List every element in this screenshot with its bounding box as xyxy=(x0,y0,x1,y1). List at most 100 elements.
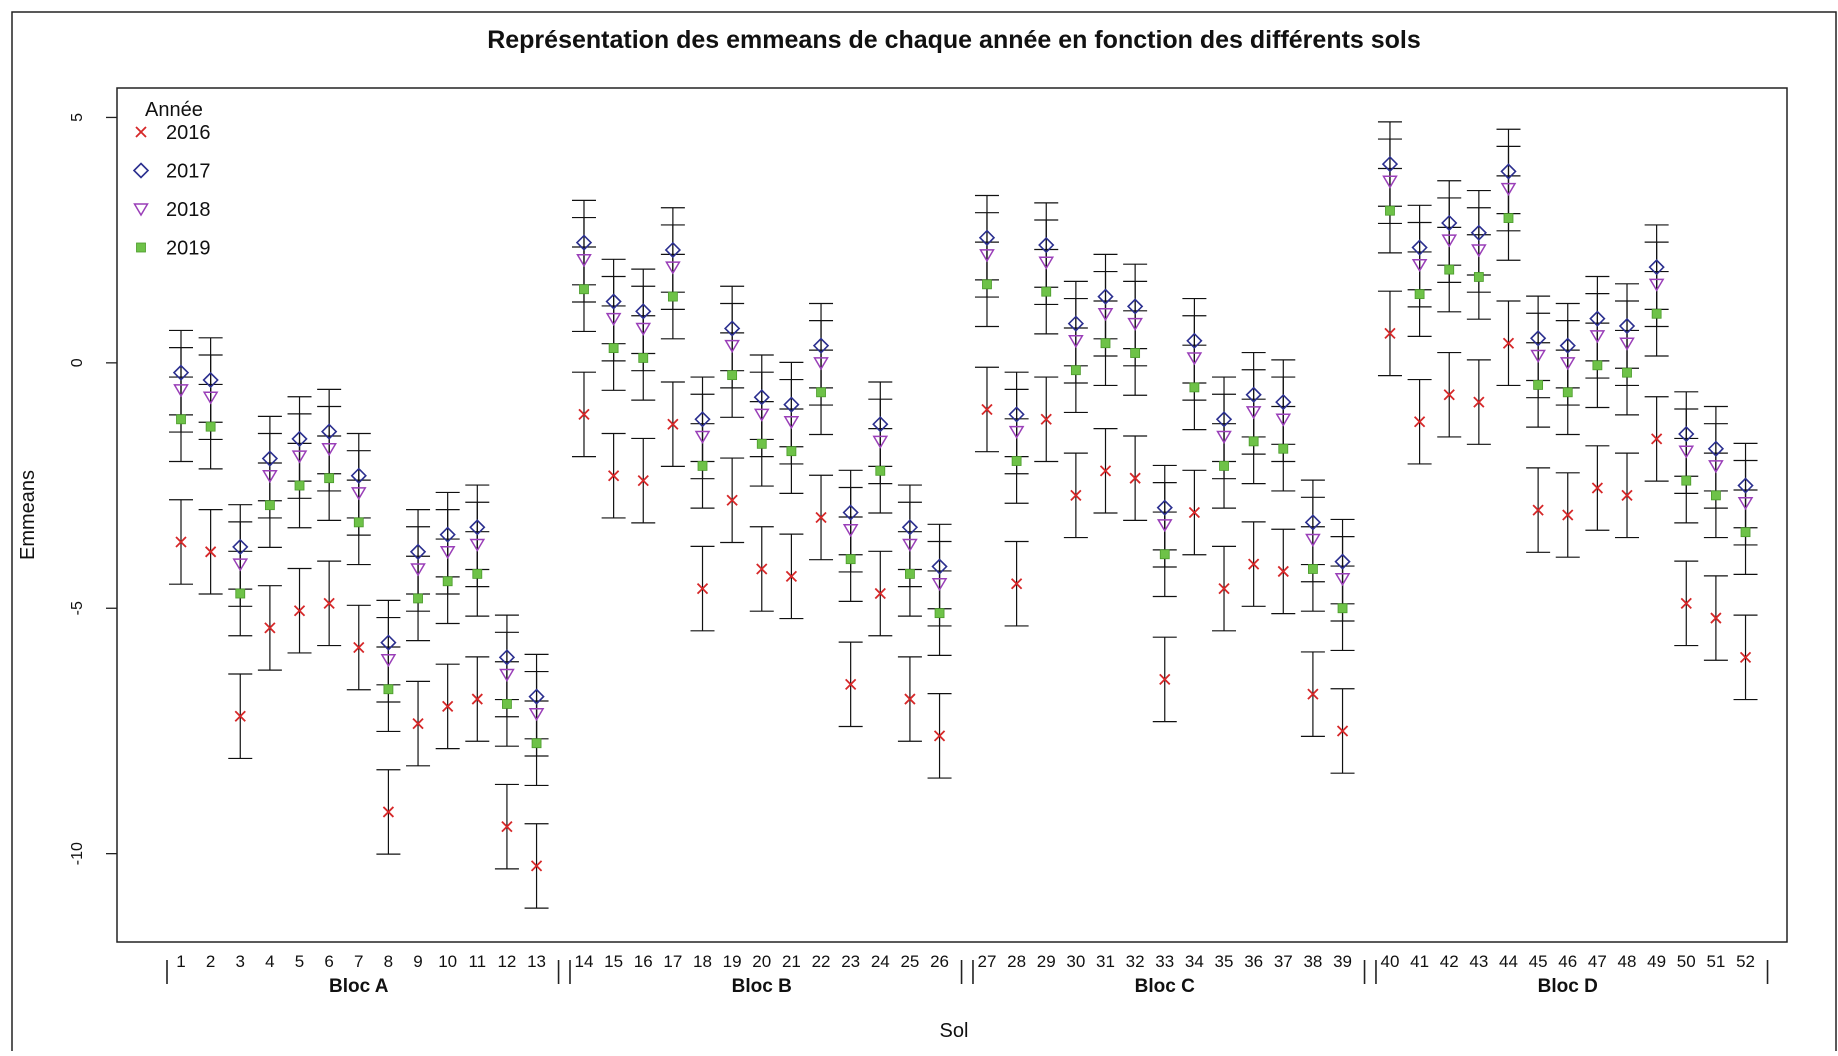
point-2019 xyxy=(176,414,186,425)
point-2017 xyxy=(1411,239,1428,256)
x-tick-label: 16 xyxy=(634,952,653,971)
point-2018 xyxy=(931,577,948,592)
x-tick-label: 20 xyxy=(752,952,771,971)
point-2016 xyxy=(382,806,395,818)
point-2016 xyxy=(1562,509,1574,521)
point-2016 xyxy=(1651,433,1663,445)
point-2016 xyxy=(501,821,513,833)
point-2018 xyxy=(724,339,740,354)
point-2018 xyxy=(1589,330,1606,344)
x-tick-label: 42 xyxy=(1440,952,1459,971)
point-2016 xyxy=(1384,327,1396,340)
x-tick-label: 6 xyxy=(324,952,333,971)
legend-label-2016: 2016 xyxy=(166,122,211,144)
point-2018 xyxy=(1186,352,1203,366)
point-2017 xyxy=(1737,477,1754,494)
point-2018 xyxy=(1678,445,1695,459)
x-tick-label: 30 xyxy=(1066,952,1085,971)
x-tick-label: 15 xyxy=(604,952,623,971)
plot-area-border xyxy=(116,87,1788,943)
point-2017 xyxy=(172,364,190,381)
point-2018 xyxy=(902,538,918,552)
point-2016 xyxy=(1129,472,1141,484)
x-tick-label: 52 xyxy=(1736,952,1755,971)
legend: Année 2016 2017 2018 2019 xyxy=(132,99,211,260)
point-2016 xyxy=(933,730,946,742)
point-2018 xyxy=(232,558,249,572)
point-2016 xyxy=(530,860,543,872)
point-2019 xyxy=(638,353,649,363)
point-2016 xyxy=(1532,504,1544,516)
x-tick-label: 11 xyxy=(468,952,486,971)
point-2017 xyxy=(498,649,516,666)
point-2019 xyxy=(353,517,364,528)
point-2016 xyxy=(293,605,306,617)
x-tick-label: 2 xyxy=(206,952,215,971)
point-2016 xyxy=(1010,578,1023,590)
x-tick-label: 35 xyxy=(1215,952,1234,971)
point-2017 xyxy=(1678,425,1695,443)
point-2017 xyxy=(202,371,219,389)
point-2018 xyxy=(1737,496,1754,511)
legend-marker-2016 xyxy=(135,126,147,138)
x-tick-label: 43 xyxy=(1469,952,1488,971)
point-2016 xyxy=(874,587,886,600)
point-2018 xyxy=(469,538,486,552)
point-2017 xyxy=(409,543,427,560)
point-2016 xyxy=(442,700,454,713)
point-2019 xyxy=(383,684,394,695)
point-2018 xyxy=(1305,533,1321,548)
point-2019 xyxy=(1070,365,1081,376)
point-2019 xyxy=(502,699,512,709)
x-axis: 1 2 3 4 5 6 7 8 9 10 11 12 13 14 15 16 17 18 19 20 21 22 23 24 2… xyxy=(166,952,1769,997)
x-tick-label: 48 xyxy=(1618,952,1637,971)
x-tick-label: 32 xyxy=(1126,952,1145,971)
point-2016 xyxy=(264,622,276,634)
x-tick-label: 10 xyxy=(438,952,457,971)
block-label: Bloc B xyxy=(732,976,792,997)
point-2018 xyxy=(1530,349,1546,363)
x-tick-label: 9 xyxy=(413,952,422,971)
point-2017 xyxy=(321,423,338,440)
point-2017 xyxy=(1038,236,1055,254)
point-2016 xyxy=(667,418,679,430)
point-2016 xyxy=(1188,506,1201,519)
x-tick-label: 5 xyxy=(295,952,304,971)
x-tick-label: 27 xyxy=(978,952,997,971)
point-2016 xyxy=(696,582,709,595)
point-2017 xyxy=(842,504,859,521)
point-2019 xyxy=(1337,603,1348,614)
point-2019 xyxy=(1278,443,1289,454)
x-tick-label: 7 xyxy=(354,952,363,971)
point-2018 xyxy=(1411,258,1428,273)
x-tick-label: 12 xyxy=(497,952,516,971)
point-2017 xyxy=(724,320,741,337)
x-tick-label: 13 xyxy=(527,952,546,971)
point-2016 xyxy=(412,717,424,730)
point-2016 xyxy=(1710,612,1722,624)
point-2018 xyxy=(1275,413,1292,427)
point-2018 xyxy=(1127,317,1143,332)
point-2018 xyxy=(1245,406,1262,420)
point-2016 xyxy=(785,570,798,582)
x-tick-label: 47 xyxy=(1588,952,1607,971)
point-2016 xyxy=(637,475,649,487)
point-2019 xyxy=(1130,348,1141,358)
point-2017 xyxy=(1008,406,1025,423)
x-tick-label: 25 xyxy=(900,952,919,971)
outer-frame xyxy=(11,11,1837,1053)
point-2016 xyxy=(1336,725,1349,737)
point-2019 xyxy=(472,568,483,579)
point-2017 xyxy=(635,303,652,320)
point-2017 xyxy=(664,241,682,259)
x-tick-label: 46 xyxy=(1558,952,1577,971)
point-2018 xyxy=(1708,460,1724,474)
x-tick-label: 22 xyxy=(812,952,831,971)
point-2017 xyxy=(1529,330,1547,347)
point-2016 xyxy=(981,403,993,416)
point-2018 xyxy=(605,312,622,327)
point-2016 xyxy=(175,536,187,548)
legend-label-2018: 2018 xyxy=(166,199,211,221)
point-2018 xyxy=(1441,234,1458,248)
